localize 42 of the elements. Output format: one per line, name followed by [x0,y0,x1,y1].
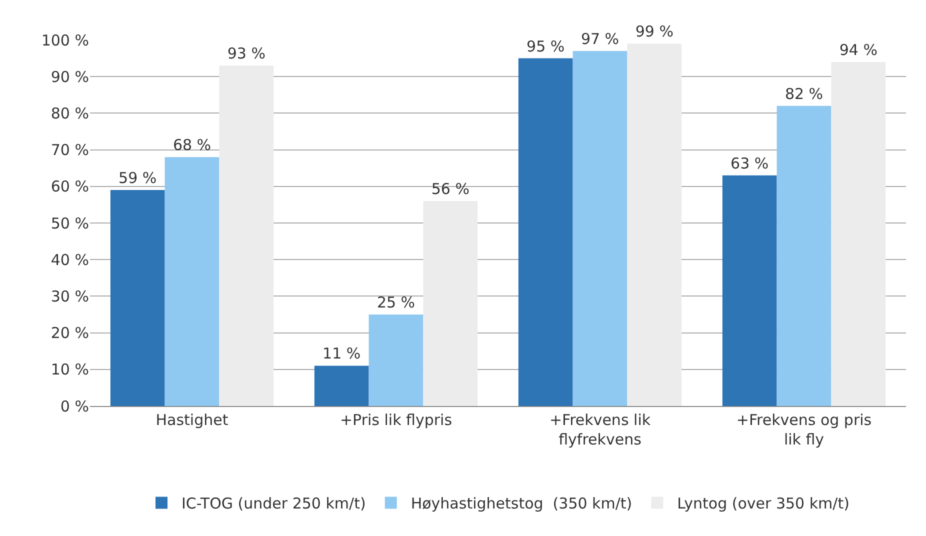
data-label: 99 % [635,22,674,41]
y-tick-label: 90 % [50,68,89,86]
bar [831,62,886,406]
data-label: 97 % [580,30,620,48]
data-label: 11 % [322,344,361,363]
y-tick-label: 80 % [50,104,89,122]
y-tick-label: 50 % [50,214,89,232]
y-tick-label: 20 % [50,324,89,342]
y-tick-label: 0 % [60,397,89,416]
x-tick-label: +Frekvens lik flyfrekvens [549,411,651,448]
bar [722,175,777,406]
legend-label: Høyhastighetstog (350 km/t) [410,494,632,513]
bar [314,366,369,406]
data-label: 93 % [227,44,266,63]
y-tick-label: 40 % [50,250,89,269]
bar [164,157,220,406]
bar [110,190,165,406]
legend-label: Lyntog (over 350 km/t) [677,494,850,513]
bar [776,106,832,406]
legend-label: IC-TOG (under 250 km/t) [182,494,366,513]
bar [219,66,274,406]
bar [572,50,628,406]
bar [423,201,478,406]
bar [518,58,573,406]
y-tick-label: 70 % [50,141,89,160]
x-tick-label: +Pris lik flypris [340,411,452,429]
y-tick-label: 10 % [50,360,89,379]
data-label: 95 % [526,37,565,56]
y-tick-label: 30 % [50,287,89,306]
data-label: 56 % [431,180,470,198]
data-label: 68 % [172,136,212,154]
data-label: 82 % [784,84,824,103]
data-label: 94 % [839,40,878,59]
data-label: 63 % [730,154,769,172]
x-tick-label: +Frekvens og pris lik fly [736,411,872,448]
x-tick-label: Hastighet [156,411,228,429]
bar [368,314,424,406]
bar [627,44,682,406]
y-tick-label: 60 % [50,178,89,196]
data-label: 25 % [376,294,416,312]
data-label: 59 % [118,169,157,188]
y-tick-label: 100 % [41,31,89,50]
